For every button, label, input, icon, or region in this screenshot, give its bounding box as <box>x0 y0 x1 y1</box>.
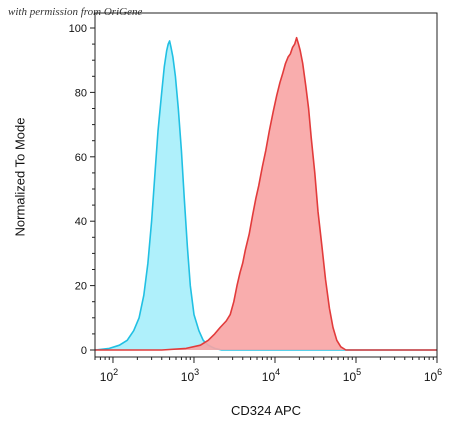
x-tick-label: 102 <box>100 367 118 384</box>
series-2-fill <box>95 37 437 350</box>
watermark: with permission from OriGene <box>8 6 143 18</box>
x-tick-label: 105 <box>343 367 361 384</box>
series-1-line <box>94 40 437 351</box>
plot-frame <box>94 12 438 358</box>
x-tick-label: 106 <box>424 367 442 384</box>
y-tick-label: 60 <box>75 152 87 164</box>
series-1-fill <box>95 40 437 351</box>
y-tick-label: 40 <box>75 216 87 228</box>
x-tick-label: 104 <box>262 367 280 384</box>
y-tick-label: 20 <box>75 281 87 293</box>
y-axis-label: Normalized To Mode <box>12 117 28 237</box>
y-tick-label: 100 <box>69 23 87 35</box>
x-tick-label: 103 <box>181 367 199 384</box>
x-axis-label: CD324 APC <box>230 403 302 418</box>
series-2-line <box>95 36 437 351</box>
y-tick-label: 0 <box>81 345 87 357</box>
y-tick-label: 80 <box>75 87 87 99</box>
